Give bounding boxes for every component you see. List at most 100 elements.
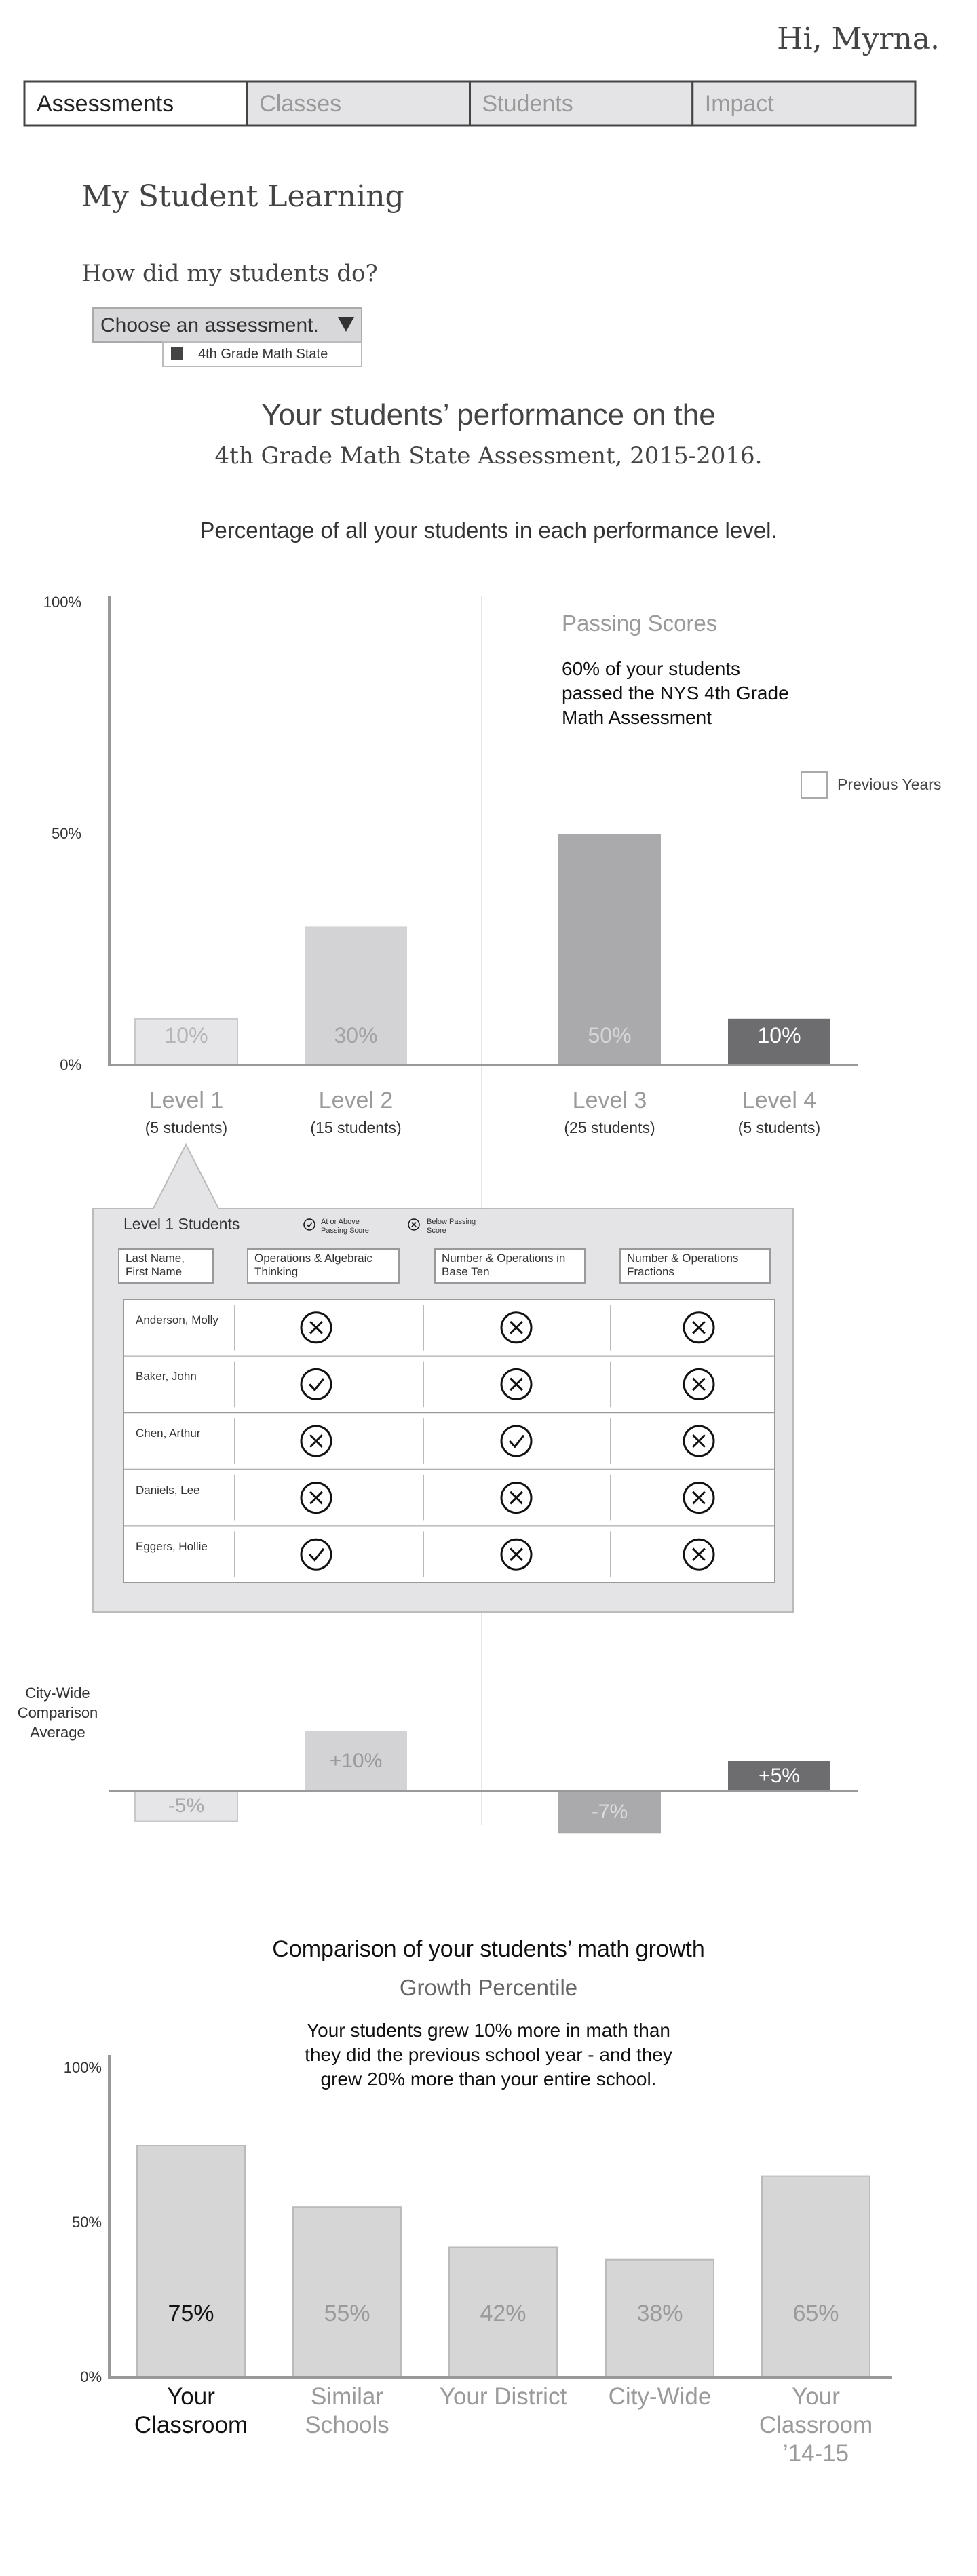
comparison-label: Average [30, 1723, 85, 1741]
chart-note: Your students grew 10% more in math than [307, 2020, 670, 2041]
bar [134, 1018, 238, 1066]
cross [510, 1377, 523, 1391]
value-label: 55% [324, 2300, 370, 2326]
chart-subtitle: Growth Percentile [399, 1975, 578, 2001]
column-header-label: Last Name, First Name [126, 1252, 185, 1279]
value-label: 42% [480, 2300, 526, 2326]
value-label: 10% [757, 1022, 801, 1047]
x-tick-label: Your District [439, 2383, 567, 2410]
dropdown-label[interactable]: Choose an assessment. [100, 314, 319, 337]
cross [309, 1320, 323, 1334]
chart-note: they did the previous school year - and … [305, 2044, 672, 2066]
comparison-label: City-Wide [25, 1684, 90, 1702]
cross [309, 1434, 323, 1448]
fail-icon [683, 1311, 715, 1344]
x-tick-label: Similar Schools [305, 2383, 389, 2438]
bar [728, 1018, 830, 1065]
tab-label[interactable]: Classes [259, 90, 342, 117]
checkbox[interactable] [801, 771, 828, 799]
fail-icon [300, 1311, 332, 1344]
tab [469, 80, 694, 127]
x-sublabel: (5 students) [737, 1119, 821, 1137]
student-name: Eggers, Hollie [136, 1540, 208, 1554]
fail-icon [683, 1482, 715, 1514]
cross [692, 1434, 706, 1448]
cross [510, 1547, 523, 1562]
cross [510, 1320, 523, 1334]
cross [692, 1491, 706, 1505]
x-tick-label: City-Wide [608, 2383, 712, 2410]
value-label: 30% [334, 1022, 378, 1047]
value-label: -5% [168, 1794, 205, 1818]
page-title: My Student Learning [81, 178, 404, 214]
bar [761, 2175, 870, 2379]
chart-caption: Percentage of all your students in each … [199, 518, 778, 543]
bar [136, 2145, 246, 2378]
value-label: 75% [168, 2300, 214, 2326]
fail-icon [300, 1482, 332, 1514]
value-label: 10% [164, 1022, 208, 1047]
bar [134, 1790, 238, 1822]
fail-icon [500, 1482, 533, 1514]
tab-label[interactable]: Assessments [37, 90, 174, 117]
panel-title: Level 1 Students [123, 1215, 240, 1233]
fail-icon [683, 1425, 715, 1457]
check [508, 1434, 525, 1448]
tab-label[interactable]: Impact [704, 90, 774, 117]
check [308, 1378, 325, 1392]
checkbox-label[interactable]: Previous Years [837, 775, 942, 794]
value-label: +5% [759, 1764, 800, 1787]
bar [305, 926, 407, 1065]
x-tick-label: Level 4 [742, 1087, 817, 1113]
chart-subtitle: 4th Grade Math State Assessment, 2015-20… [214, 442, 763, 469]
fail-icon [683, 1368, 715, 1400]
tab-label[interactable]: Students [482, 90, 573, 117]
fail-icon [500, 1311, 533, 1344]
bar [558, 1791, 661, 1834]
annotation-text: passed the NYS 4th Grade [562, 683, 789, 704]
bar [728, 1761, 830, 1791]
fail-icon [500, 1538, 533, 1571]
annotation-text: Math Assessment [562, 707, 712, 729]
student-name: Baker, John [136, 1370, 197, 1383]
y-tick-label: 50% [51, 824, 81, 842]
x-tick-label: Level 1 [149, 1087, 224, 1113]
option-bullet [171, 347, 183, 360]
pass-icon [500, 1425, 533, 1457]
dropdown-arrow [338, 317, 354, 332]
cross [510, 1491, 523, 1505]
column-header [619, 1248, 771, 1284]
chart-note: grew 20% more than your entire school. [320, 2069, 657, 2090]
x-tick-label: Level 2 [318, 1087, 394, 1113]
y-tick-label: 100% [63, 2058, 102, 2076]
cross [411, 1222, 417, 1227]
y-tick-label: 50% [71, 2213, 102, 2231]
x-sublabel: (5 students) [145, 1119, 228, 1137]
cross [309, 1491, 323, 1505]
value-label: 38% [636, 2300, 683, 2326]
y-tick-label: 0% [60, 1056, 81, 1073]
x-tick-label: Level 3 [572, 1087, 647, 1113]
student-name: Daniels, Lee [136, 1483, 200, 1497]
chart-title: Comparison of your students’ math growth [272, 1936, 705, 1962]
panel-pointer [153, 1145, 218, 1210]
cross [692, 1377, 706, 1391]
fail-icon [500, 1368, 533, 1400]
chart-title: Your students’ performance on the [261, 398, 716, 431]
tab [23, 80, 248, 127]
fail-icon [408, 1218, 420, 1231]
student-name: Anderson, Molly [136, 1313, 218, 1326]
column-header-label: Operations & Algebraic Thinking [254, 1252, 372, 1279]
bar [605, 2258, 714, 2378]
annotation-title: Passing Scores [562, 611, 718, 636]
student-name: Chen, Arthur [136, 1427, 201, 1440]
pass-icon [300, 1368, 332, 1400]
bar [448, 2246, 558, 2378]
dropdown-option-label[interactable]: 4th Grade Math State [198, 347, 328, 362]
comparison-label: Comparison [17, 1704, 98, 1721]
fail-icon [683, 1538, 715, 1571]
legend-label: At or Above Passing Score [321, 1218, 369, 1235]
column-header [118, 1248, 214, 1284]
